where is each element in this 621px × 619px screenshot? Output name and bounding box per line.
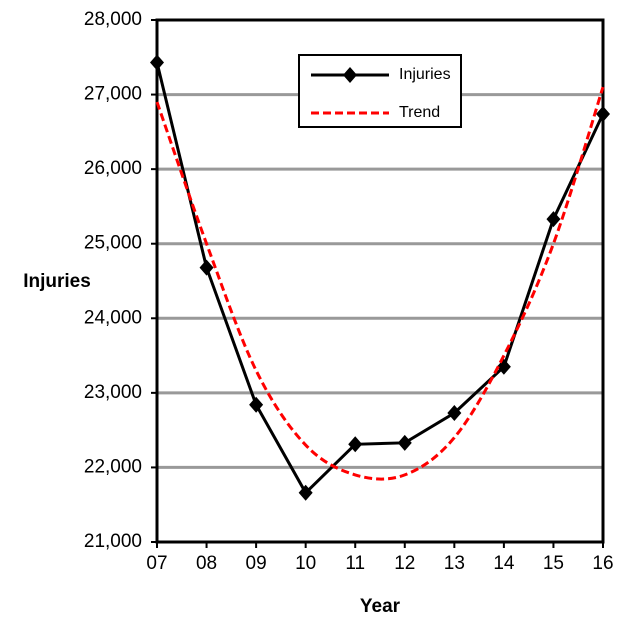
- legend-marker: [343, 67, 357, 83]
- x-tick-label: 08: [196, 553, 217, 574]
- x-axis-title: Year: [360, 596, 401, 617]
- x-tick-label: 12: [394, 553, 415, 574]
- x-tick-label: 09: [246, 553, 267, 574]
- y-tick-label: 22,000: [84, 456, 142, 477]
- x-tick-label: 10: [295, 553, 316, 574]
- y-tick-label: 26,000: [84, 158, 142, 179]
- y-tick-label: 23,000: [84, 382, 142, 403]
- marker: [546, 211, 561, 228]
- x-tick-label: 16: [592, 553, 613, 574]
- x-tick-label: 11: [345, 553, 365, 574]
- marker: [249, 396, 264, 413]
- y-tick-label: 28,000: [84, 9, 142, 30]
- y-axis-title: Injuries: [23, 271, 91, 292]
- series-line: [155, 62, 605, 496]
- marker: [199, 259, 214, 276]
- x-tick-label: 14: [493, 553, 515, 574]
- legend-label: Trend: [399, 104, 440, 121]
- y-tick-label: 27,000: [84, 84, 142, 105]
- series-line: [155, 86, 605, 481]
- legend-box: [298, 54, 462, 128]
- marker: [596, 105, 610, 122]
- y-tick-label: 21,000: [84, 531, 142, 552]
- marker: [496, 358, 511, 375]
- marker: [397, 434, 412, 451]
- marker: [348, 436, 363, 453]
- x-tick-label: 07: [146, 553, 167, 574]
- x-tick-label: 13: [444, 553, 465, 574]
- plot-frame: [155, 18, 605, 544]
- x-tick-label: 15: [543, 553, 564, 574]
- marker: [447, 404, 462, 421]
- marker: [298, 484, 313, 501]
- y-tick-label: 24,000: [84, 307, 142, 328]
- legend-label: Injuries: [399, 66, 451, 83]
- y-tick-label: 25,000: [84, 233, 142, 254]
- marker: [150, 54, 164, 71]
